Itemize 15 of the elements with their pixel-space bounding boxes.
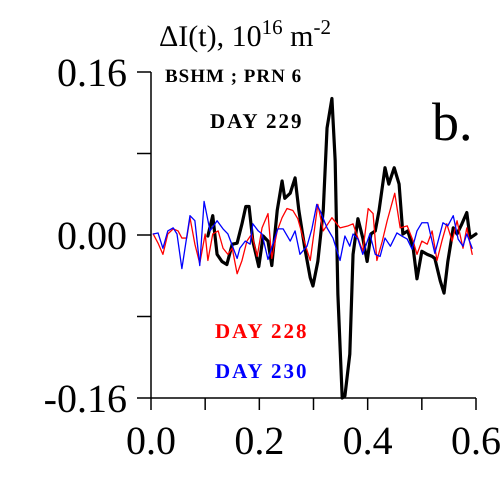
text: DAY 228 xyxy=(215,319,309,343)
y-tick-label: 0.16 xyxy=(57,50,127,95)
x-tick-label: 0.6 xyxy=(451,418,501,463)
x-tick-label: 0.4 xyxy=(342,418,393,463)
y-tick-label: -0.16 xyxy=(44,376,127,421)
y-axis-title: ΔI(t), 10$^{16}$ m$^{-2}$ xyxy=(159,15,331,53)
line-series xyxy=(152,200,473,270)
line-series xyxy=(152,192,473,274)
x-tick-label: 0.0 xyxy=(126,418,176,463)
text: DAY 230 xyxy=(215,359,309,383)
annotation: b. xyxy=(432,92,472,152)
x-tick-label: 0.2 xyxy=(234,418,284,463)
series-label: DAY 229 xyxy=(210,109,304,133)
y-tick-label: 0.00 xyxy=(57,213,127,258)
annotation: BSHM ; PRN 6 xyxy=(165,66,302,87)
